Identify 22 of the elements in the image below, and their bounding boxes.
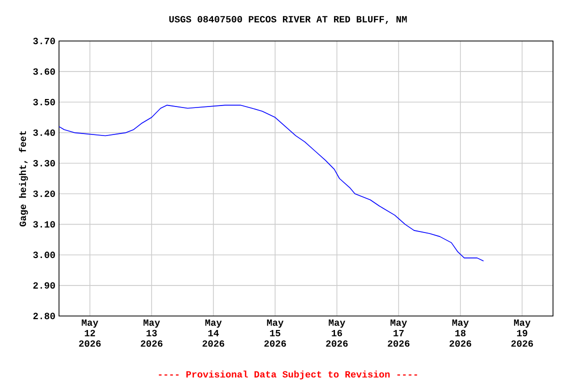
x-tick-label: May 14 2026 xyxy=(202,320,224,347)
y-tick-label: 2.90 xyxy=(33,282,55,289)
y-tick-label: 3.00 xyxy=(33,252,55,258)
x-tick-label: May 19 2026 xyxy=(511,320,533,347)
text: ---- Provisional Data Subject to Revision ---- xyxy=(158,370,418,380)
chart-title: USGS 08407500 PECOS RIVER AT RED BLUFF, NM xyxy=(169,16,407,24)
y-tick-label: 3.40 xyxy=(33,129,55,136)
y-tick-label: 3.10 xyxy=(33,221,55,228)
y-tick-label: 3.30 xyxy=(33,160,55,166)
y-tick-label: 3.50 xyxy=(33,98,55,106)
y-tick-label: 3.20 xyxy=(33,190,55,198)
x-tick-label: May 17 2026 xyxy=(388,320,410,347)
x-tick-label: May 13 2026 xyxy=(140,320,162,347)
y-axis-title: Gage height, feet xyxy=(18,131,28,226)
x-tick-label: May 16 2026 xyxy=(326,320,348,347)
y-tick-label: 3.70 xyxy=(33,38,55,44)
x-tick-label: May 12 2026 xyxy=(79,320,101,347)
y-tick-label: 2.80 xyxy=(33,312,55,320)
x-tick-label: May 15 2026 xyxy=(264,320,286,347)
y-tick-label: 3.60 xyxy=(33,68,55,75)
x-tick-label: May 18 2026 xyxy=(450,320,472,347)
line-series xyxy=(59,104,484,262)
